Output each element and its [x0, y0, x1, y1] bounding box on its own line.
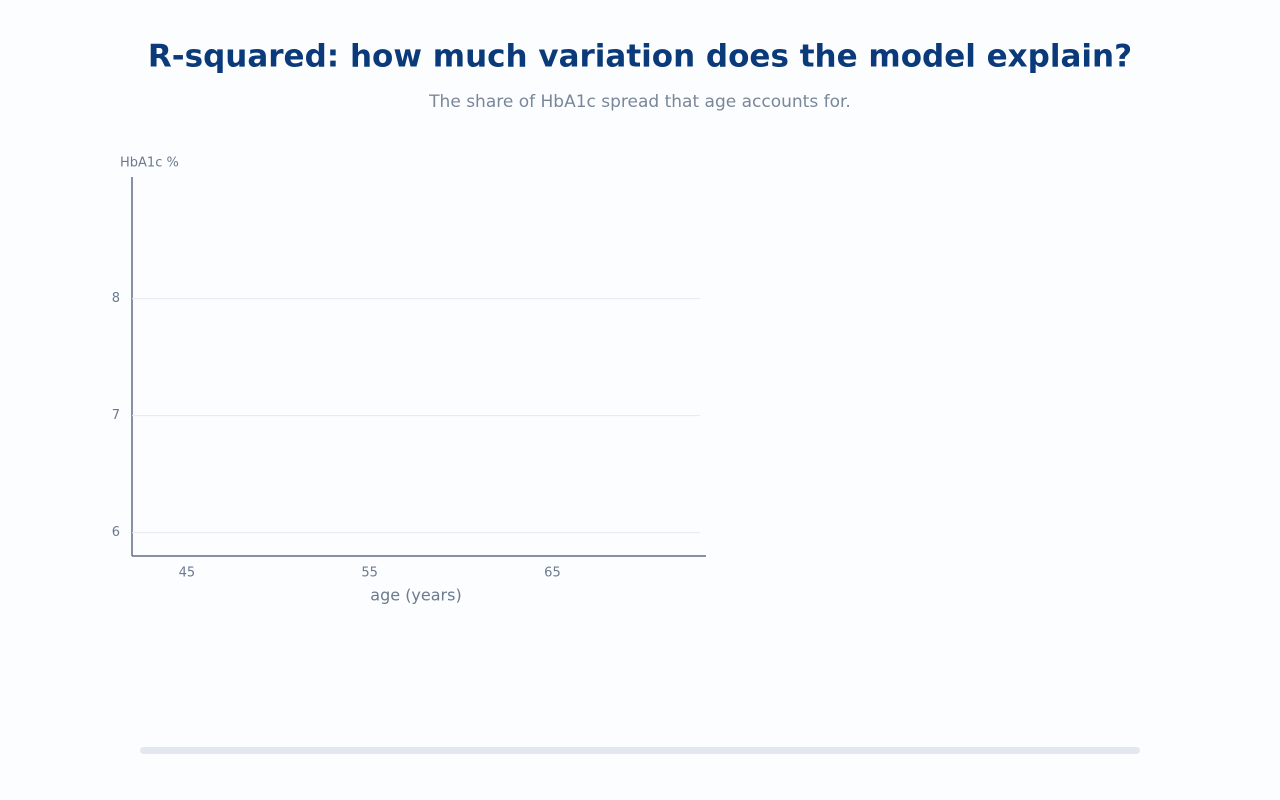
y-tick-label: 7	[112, 408, 120, 423]
x-tick-label: 45	[179, 566, 196, 581]
chart-title: R-squared: how much variation does the m…	[148, 39, 1132, 75]
x-tick-label: 65	[544, 566, 561, 581]
progress-track	[140, 747, 1140, 754]
x-tick-label: 55	[361, 566, 378, 581]
y-tick-label: 6	[112, 525, 120, 540]
y-tick-label: 8	[112, 291, 120, 306]
x-axis-label: age (years)	[370, 586, 461, 605]
y-axis-label: HbA1c %	[120, 156, 179, 171]
chart-subtitle: The share of HbA1c spread that age accou…	[428, 92, 851, 112]
